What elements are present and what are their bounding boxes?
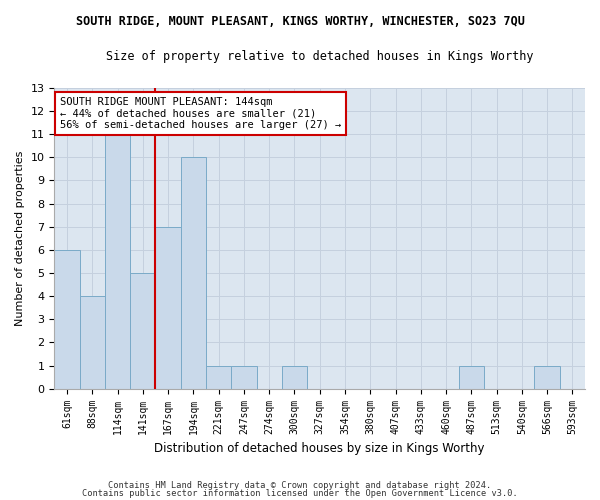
Text: SOUTH RIDGE MOUNT PLEASANT: 144sqm
← 44% of detached houses are smaller (21)
56%: SOUTH RIDGE MOUNT PLEASANT: 144sqm ← 44%…: [60, 97, 341, 130]
Bar: [206, 366, 231, 388]
Bar: [80, 296, 105, 388]
Text: Contains public sector information licensed under the Open Government Licence v3: Contains public sector information licen…: [82, 488, 518, 498]
Bar: [105, 134, 130, 388]
Y-axis label: Number of detached properties: Number of detached properties: [15, 150, 25, 326]
Bar: [535, 366, 560, 388]
Text: Contains HM Land Registry data © Crown copyright and database right 2024.: Contains HM Land Registry data © Crown c…: [109, 481, 491, 490]
Bar: [155, 226, 181, 388]
Bar: [181, 157, 206, 388]
Bar: [282, 366, 307, 388]
Bar: [231, 366, 257, 388]
Bar: [55, 250, 80, 388]
Bar: [458, 366, 484, 388]
Title: Size of property relative to detached houses in Kings Worthy: Size of property relative to detached ho…: [106, 50, 533, 63]
X-axis label: Distribution of detached houses by size in Kings Worthy: Distribution of detached houses by size …: [154, 442, 485, 455]
Bar: [130, 273, 155, 388]
Text: SOUTH RIDGE, MOUNT PLEASANT, KINGS WORTHY, WINCHESTER, SO23 7QU: SOUTH RIDGE, MOUNT PLEASANT, KINGS WORTH…: [76, 15, 524, 28]
